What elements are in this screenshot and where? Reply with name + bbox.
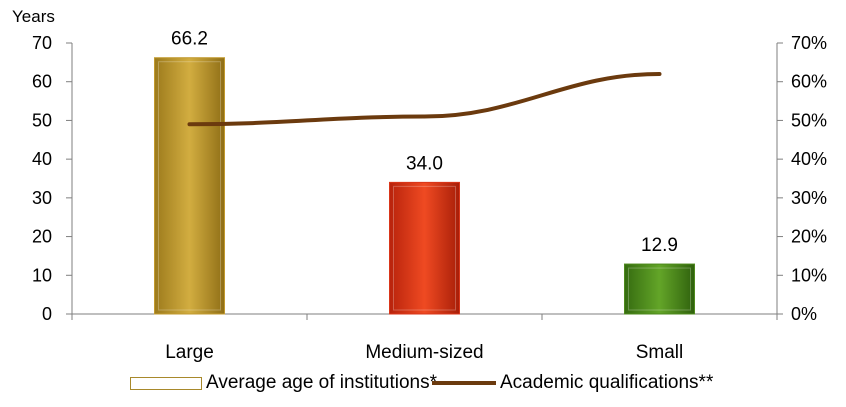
- y-right-tick-label: 60%: [791, 72, 827, 92]
- y-left-tick-label: 0: [42, 304, 52, 324]
- line-academic-qualifications: [187, 71, 662, 127]
- y-left-tick-label: 70: [32, 33, 52, 53]
- bar-line-chart: Years 0 10 20 30 40 50 60 70 0% 10% 20% 30% 40% 50% 6…: [12, 7, 827, 363]
- bar-bevel: [393, 185, 456, 311]
- y-right-tick-label: 10%: [791, 265, 827, 285]
- legend-line-swatch: [432, 381, 496, 385]
- y-left-tick-label: 60: [32, 72, 52, 92]
- x-category-label: Large: [165, 342, 214, 363]
- legend-label-academic-qualifications: Academic qualifications**: [500, 372, 714, 393]
- bar-bevel: [628, 267, 691, 311]
- legend-item-academic-qualifications: Academic qualifications**: [432, 372, 713, 394]
- y-right-tick-label: 40%: [791, 149, 827, 169]
- x-category-label: Small: [636, 342, 684, 363]
- bar: [624, 263, 695, 315]
- bar-value-label: 66.2: [171, 29, 208, 50]
- bar-value-label: 12.9: [641, 235, 678, 256]
- legend-item-average-age: Average age of institutions*: [130, 372, 437, 394]
- y-left-tick-label: 40: [32, 149, 52, 169]
- y-left-tick-label: 50: [32, 110, 52, 130]
- y-left-tick-label: 10: [32, 265, 52, 285]
- legend-label-average-age: Average age of institutions*: [206, 372, 437, 393]
- y-right-tick-label: 20%: [791, 227, 827, 247]
- legend-bar-swatch: [130, 376, 202, 390]
- y-right-tick-label: 0%: [791, 304, 817, 324]
- bar: [154, 57, 225, 315]
- x-category-label: Medium-sized: [365, 342, 483, 363]
- y-left-unit-label: Years: [12, 7, 55, 26]
- bar-bevel: [158, 61, 221, 311]
- y-left-tick-label: 30: [32, 188, 52, 208]
- y-right-tick-label: 50%: [791, 110, 827, 130]
- y-left-tick-label: 20: [32, 227, 52, 247]
- bar-value-label: 34.0: [406, 153, 443, 174]
- y-right-tick-label: 70%: [791, 33, 827, 53]
- bar: [389, 181, 460, 315]
- y-right-tick-label: 30%: [791, 188, 827, 208]
- legend: Average age of institutions* Academic qu…: [0, 372, 846, 406]
